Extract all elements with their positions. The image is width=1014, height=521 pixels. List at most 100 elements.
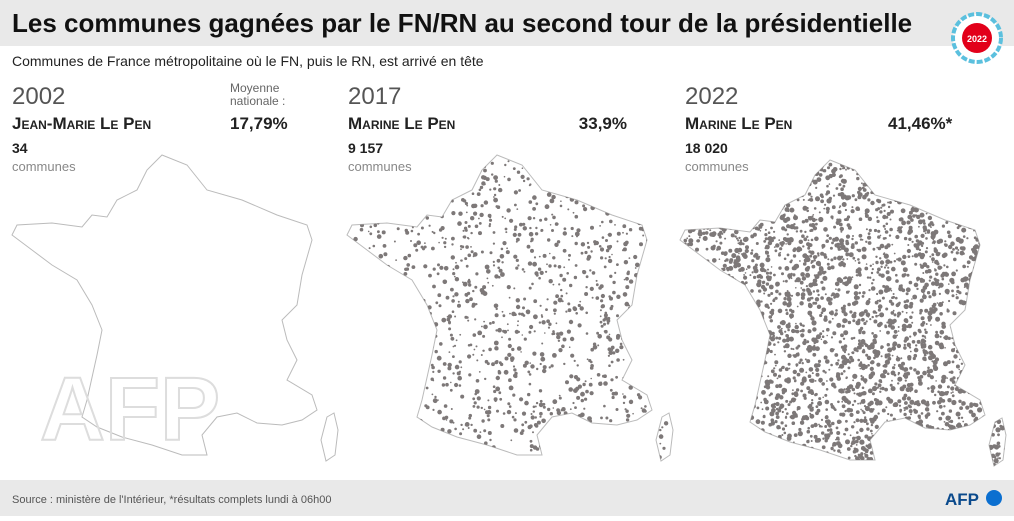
commune-dot <box>829 348 835 353</box>
commune-dot <box>953 354 958 359</box>
commune-dot <box>777 160 782 163</box>
commune-dot <box>551 229 554 232</box>
commune-dot <box>626 413 631 418</box>
commune-dot <box>731 388 736 393</box>
commune-dot <box>986 218 991 222</box>
commune-dot <box>977 304 980 307</box>
commune-dot <box>355 348 361 354</box>
commune-dot <box>868 228 872 232</box>
commune-dot <box>611 190 616 195</box>
commune-dot <box>773 372 777 377</box>
commune-dot <box>762 287 768 292</box>
commune-dot <box>877 412 880 415</box>
commune-dot <box>669 162 673 166</box>
commune-dot <box>816 408 821 413</box>
commune-dot <box>812 214 815 216</box>
commune-dot <box>441 317 447 323</box>
commune-dot <box>726 306 729 310</box>
commune-dot <box>473 348 476 351</box>
commune-dot <box>855 381 861 387</box>
commune-dot <box>924 250 928 254</box>
commune-dot <box>1002 160 1006 162</box>
commune-dot <box>390 378 393 380</box>
commune-dot <box>887 449 893 454</box>
commune-dot <box>483 324 488 330</box>
commune-dot <box>1007 436 1009 438</box>
commune-dot <box>749 382 752 386</box>
commune-dot <box>567 208 570 211</box>
commune-dot <box>882 185 887 190</box>
commune-dot <box>685 462 689 466</box>
commune-dot <box>638 277 642 282</box>
commune-dot <box>853 291 859 296</box>
commune-dot <box>793 433 798 437</box>
commune-dot <box>712 270 717 275</box>
commune-dot <box>409 458 412 461</box>
commune-dot <box>945 456 948 460</box>
commune-dot <box>990 404 993 407</box>
commune-dot <box>925 212 928 215</box>
commune-dot <box>808 177 811 180</box>
commune-dot <box>871 460 875 464</box>
commune-dot <box>552 256 556 260</box>
commune-dot <box>401 458 405 461</box>
map-2022 <box>679 159 1009 467</box>
commune-dot <box>877 322 882 328</box>
commune-dot <box>908 165 913 170</box>
commune-dot <box>356 377 361 382</box>
commune-dot <box>608 295 611 298</box>
commune-dot <box>513 228 517 231</box>
commune-dot <box>920 399 927 405</box>
commune-dot <box>905 461 911 466</box>
commune-dot <box>956 193 960 197</box>
commune-dot <box>760 210 764 214</box>
commune-dot <box>764 160 769 164</box>
commune-dot <box>729 381 734 386</box>
commune-dot <box>625 276 629 281</box>
commune-dot <box>748 207 754 213</box>
commune-dot <box>844 276 848 280</box>
commune-dot <box>746 329 752 334</box>
commune-dot <box>891 296 894 299</box>
commune-dot <box>448 185 452 189</box>
commune-dot <box>473 401 477 405</box>
commune-dot <box>746 211 751 216</box>
commune-dot <box>748 342 753 347</box>
commune-dot <box>844 427 849 432</box>
commune-dot <box>889 193 893 197</box>
commune-dot <box>758 167 761 171</box>
commune-dot <box>920 202 924 206</box>
commune-dot <box>915 214 917 217</box>
title: Les communes gagnées par le FN/RN au sec… <box>12 8 912 38</box>
commune-dot <box>577 414 582 419</box>
commune-dot <box>784 207 790 212</box>
commune-dot <box>399 450 402 453</box>
commune-dot <box>871 332 874 335</box>
commune-dot <box>964 320 969 325</box>
commune-dot <box>855 436 858 439</box>
commune-dot <box>1000 364 1005 370</box>
commune-dot <box>943 171 948 176</box>
commune-dot <box>908 409 913 414</box>
commune-dot <box>685 454 690 459</box>
commune-dot <box>822 330 825 333</box>
commune-dot <box>934 175 939 180</box>
commune-dot <box>488 223 492 226</box>
commune-dot <box>541 320 546 325</box>
commune-dot <box>442 362 447 366</box>
commune-dot <box>807 199 810 201</box>
commune-dot <box>667 317 671 321</box>
commune-dot <box>629 451 634 455</box>
commune-dot <box>992 240 995 243</box>
commune-dot <box>920 445 923 448</box>
commune-dot <box>714 437 717 440</box>
commune-dot <box>993 221 997 225</box>
commune-dot <box>371 409 375 413</box>
commune-dot <box>807 291 813 296</box>
commune-dot <box>758 202 760 205</box>
commune-dot <box>494 179 498 183</box>
commune-dot <box>843 433 846 436</box>
commune-dot <box>856 431 859 434</box>
commune-dot <box>514 203 517 207</box>
commune-dot <box>754 434 759 438</box>
